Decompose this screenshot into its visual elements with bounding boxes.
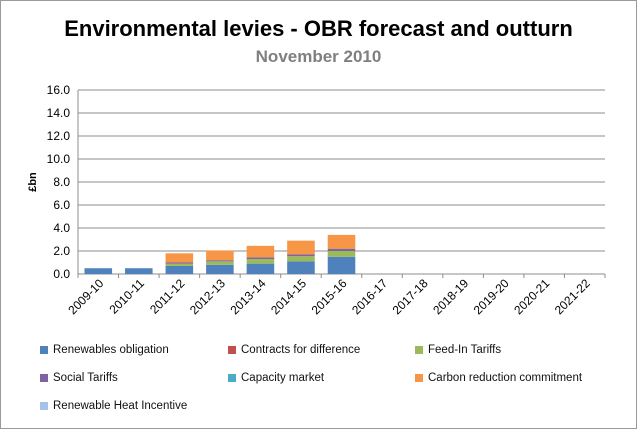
- legend-label: Renewable Heat Incentive: [53, 400, 188, 412]
- legend-label: Social Tariffs: [53, 372, 118, 384]
- y-axis-label: £bn: [27, 172, 39, 192]
- bar-segment: [165, 265, 194, 274]
- x-tick-label: 2009-10: [65, 276, 106, 317]
- bar-segment: [165, 263, 194, 266]
- legend-item: Carbon reduction commitment: [415, 372, 582, 384]
- y-tick-label: 2.0: [53, 244, 70, 258]
- bar-segment: [165, 253, 194, 263]
- x-tick-label: 2010-11: [107, 276, 148, 317]
- x-tick-label: 2018-19: [430, 276, 471, 317]
- legend-swatch: [415, 346, 423, 354]
- legend-swatch: [40, 374, 48, 382]
- bar-segment: [206, 264, 234, 274]
- y-tick-label: 8.0: [53, 175, 70, 189]
- x-tick-label: 2021-22: [552, 276, 593, 317]
- y-tick-label: 4.0: [53, 221, 70, 235]
- y-tick-label: 14.0: [47, 106, 71, 120]
- legend-label: Capacity market: [241, 372, 325, 384]
- legend-item: Capacity market: [228, 372, 324, 384]
- x-tick-label: 2013-14: [227, 276, 268, 317]
- bar-segment: [287, 254, 315, 257]
- chart-subtitle: November 2010: [255, 47, 382, 66]
- legend-item: Renewables obligation: [40, 344, 169, 356]
- bar-segment: [327, 248, 356, 251]
- bar-segment: [287, 261, 315, 274]
- bar-segment: [246, 259, 275, 264]
- bar-segment: [84, 268, 113, 274]
- bar-segment: [327, 256, 356, 274]
- y-tick-label: 6.0: [53, 198, 70, 212]
- bar-segment: [327, 251, 356, 257]
- y-tick-label: 16.0: [47, 83, 71, 97]
- bar-segment: [206, 250, 234, 261]
- legend-item: Feed-In Tariffs: [415, 344, 501, 356]
- x-tick-label: 2011-12: [147, 276, 188, 317]
- x-tick-label: 2015-16: [309, 276, 350, 317]
- y-tick-label: 10.0: [47, 152, 71, 166]
- x-tick-label: 2020-21: [511, 276, 552, 317]
- y-tick-label: 12.0: [47, 129, 71, 143]
- bar-segment: [125, 268, 153, 274]
- legend-swatch: [40, 402, 48, 410]
- bar-segment: [206, 261, 234, 265]
- bar-segment: [246, 257, 275, 260]
- legend-label: Feed-In Tariffs: [428, 344, 502, 356]
- bar-segment: [165, 262, 194, 264]
- legend-swatch: [228, 346, 236, 354]
- bar-segment: [246, 245, 275, 258]
- legend-swatch: [40, 346, 48, 354]
- legend-swatch: [228, 374, 236, 382]
- bar-segment: [246, 263, 275, 274]
- bar-segment: [327, 234, 356, 249]
- legend-label: Carbon reduction commitment: [428, 372, 583, 384]
- legend-item: Renewable Heat Incentive: [40, 400, 187, 412]
- legend-item: Social Tariffs: [40, 372, 118, 384]
- bar-segment: [206, 260, 234, 262]
- x-tick-label: 2017-18: [390, 276, 431, 317]
- legend-label: Contracts for difference: [241, 344, 361, 356]
- chart-title: Environmental levies - OBR forecast and …: [64, 16, 573, 41]
- bar-segment: [287, 256, 315, 262]
- x-tick-label: 2019-20: [471, 276, 512, 317]
- legend-swatch: [415, 374, 423, 382]
- bar-segment: [287, 240, 315, 255]
- legend-label: Renewables obligation: [53, 344, 169, 356]
- x-tick-label: 2012-13: [187, 276, 228, 317]
- x-tick-label: 2014-15: [268, 276, 309, 317]
- x-tick-label: 2016-17: [349, 276, 390, 317]
- y-tick-label: 0.0: [53, 267, 70, 281]
- legend-item: Contracts for difference: [228, 344, 360, 356]
